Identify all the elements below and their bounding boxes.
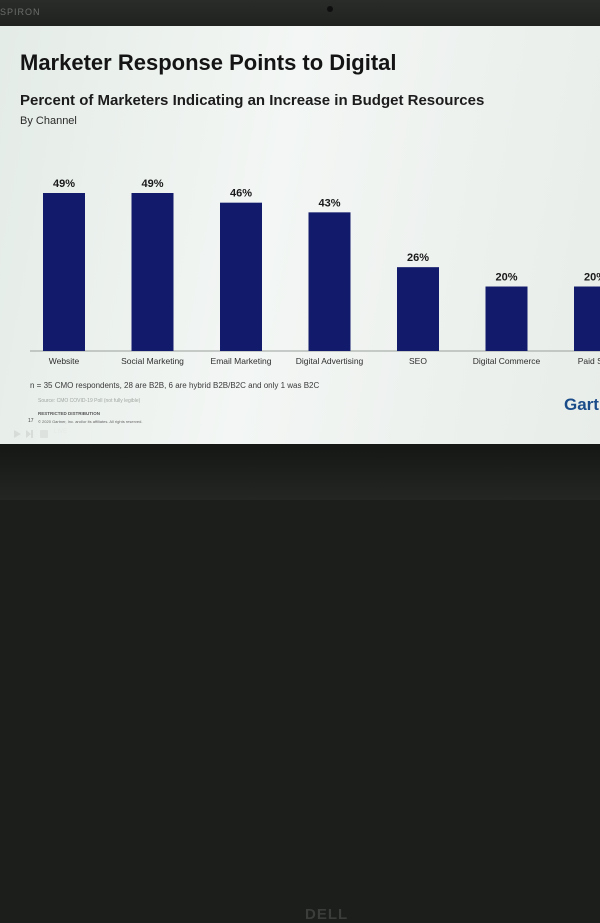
- skip-forward-icon[interactable]: [26, 430, 36, 438]
- bar-4: [397, 267, 439, 351]
- volume-icon[interactable]: [40, 430, 48, 438]
- bar-6: [574, 286, 600, 351]
- chart-subtitle: By Channel: [20, 115, 77, 127]
- restricted-label: RESTRICTED DISTRIBUTION: [38, 411, 101, 416]
- category-label-1: Social Marketing: [121, 356, 184, 366]
- category-label-0: Website: [49, 356, 80, 366]
- bar-chart: 49% Website 49% Social Marketing 46% Email Ma…: [30, 178, 600, 366]
- slide-title: Marketer Response Points to Digital: [20, 50, 397, 75]
- bar-1: [131, 193, 174, 351]
- bar-2: [220, 202, 262, 351]
- source-note: Source: CMO COVID-19 Poll (not fully leg…: [38, 398, 141, 404]
- data-label-2: 46%: [230, 188, 252, 200]
- bar-0: [43, 193, 85, 351]
- bar-5: [485, 286, 528, 351]
- bezel-brand-text: SPIRON: [0, 7, 41, 17]
- video-player-controls: LIVE: [0, 426, 600, 444]
- gartner-logo: Gart: [564, 395, 599, 414]
- category-label-6: Paid Sea: [578, 356, 600, 366]
- category-label-2: Email Marketing: [211, 356, 272, 366]
- chart-title: Percent of Marketers Indicating an Incre…: [20, 92, 485, 109]
- sample-footnote: n = 35 CMO respondents, 28 are B2B, 6 ar…: [30, 381, 320, 390]
- dell-logo: DELL: [305, 906, 349, 923]
- monitor-bezel-top: SPIRON: [0, 0, 600, 26]
- webcam-icon: [327, 6, 333, 12]
- data-label-6: 20%: [584, 272, 600, 284]
- bar-3: [308, 212, 351, 351]
- play-icon[interactable]: [14, 430, 21, 438]
- category-label-4: SEO: [409, 356, 427, 366]
- data-label-4: 26%: [407, 252, 429, 264]
- data-label-5: 20%: [495, 272, 517, 284]
- category-label-5: Digital Commerce: [473, 356, 541, 366]
- copyright-text: © 2020 Gartner, Inc. and/or its affiliat…: [38, 419, 143, 424]
- data-label-3: 43%: [318, 197, 340, 209]
- monitor-bezel-bottom: DELL: [0, 444, 600, 923]
- data-label-0: 49%: [53, 178, 75, 190]
- live-badge[interactable]: LIVE: [54, 429, 68, 435]
- category-label-3: Digital Advertising: [296, 356, 364, 366]
- presentation-screen: Marketer Response Points to Digital Perc…: [0, 26, 600, 444]
- slide-page-number: 17: [28, 418, 34, 424]
- data-label-1: 49%: [141, 178, 163, 190]
